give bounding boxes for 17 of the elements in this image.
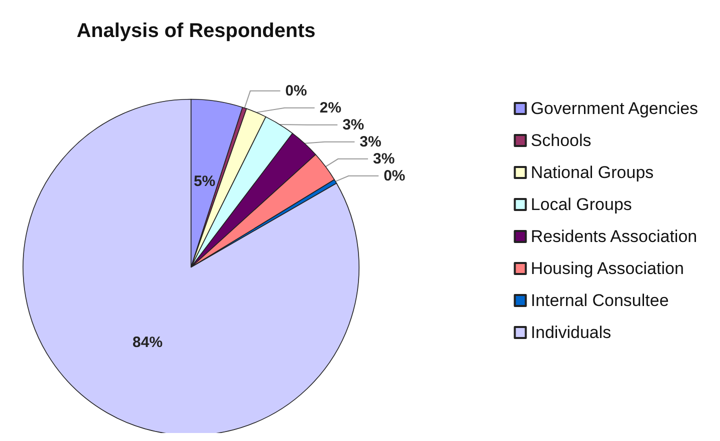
legend-label: Residents Association xyxy=(530,227,698,246)
data-label: 84% xyxy=(132,334,163,352)
chart-title: Analysis of Respondents xyxy=(76,20,316,42)
data-label: 0% xyxy=(384,167,406,184)
legend-label: Schools xyxy=(530,131,592,150)
data-label: 3% xyxy=(373,150,395,168)
legend-label: Housing Association xyxy=(530,259,684,278)
data-label: 3% xyxy=(342,116,364,134)
legend-label: Internal Consultee xyxy=(530,291,669,310)
legend-label: Government Agencies xyxy=(530,99,698,118)
data-label: 5% xyxy=(194,172,216,190)
legend-label: Individuals xyxy=(530,323,612,342)
data-label: 0% xyxy=(285,82,307,100)
legend-label: Local Groups xyxy=(530,195,632,214)
legend-label: National Groups xyxy=(530,163,654,182)
data-label: 3% xyxy=(360,133,382,150)
data-label: 2% xyxy=(320,99,342,116)
